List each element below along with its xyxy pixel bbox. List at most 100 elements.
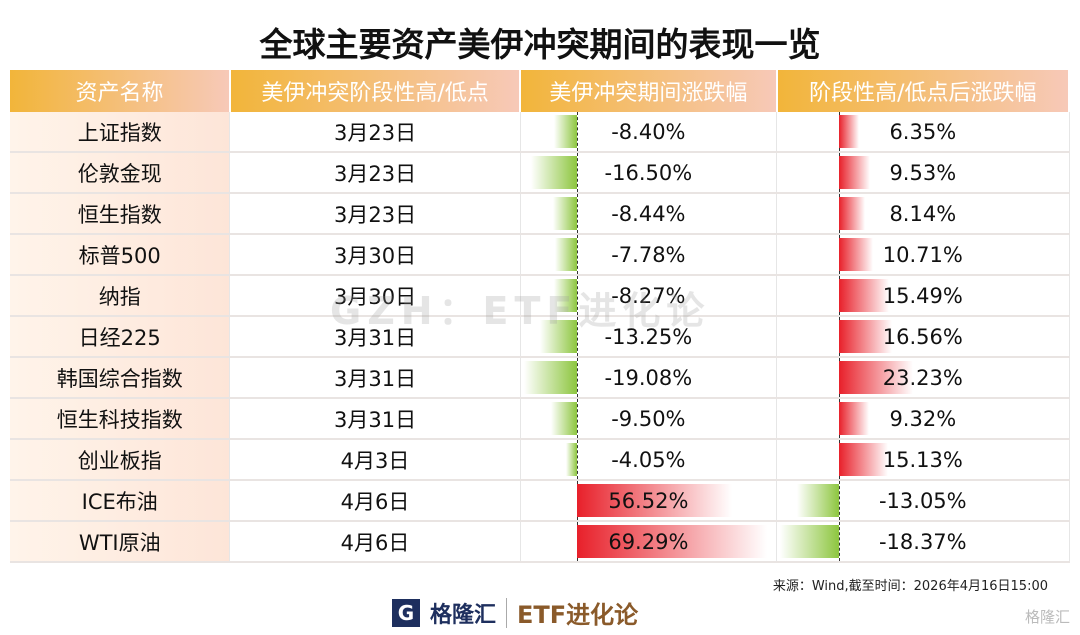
asset-name: 恒生科技指数 bbox=[10, 398, 231, 440]
zero-axis bbox=[576, 276, 578, 315]
positive-bar bbox=[839, 156, 870, 189]
column-header: 美伊冲突期间涨跌幅 bbox=[520, 70, 778, 112]
change-cell: 8.14% bbox=[776, 193, 1070, 235]
table-row: 韩国综合指数 3月31日 -19.08% 23.23% bbox=[10, 357, 1070, 399]
peak-date: 3月31日 bbox=[229, 357, 521, 399]
asset-name: 标普500 bbox=[10, 234, 231, 276]
change-cell: -16.50% bbox=[520, 152, 778, 194]
table-row: 恒生指数 3月23日 -8.44% 8.14% bbox=[10, 193, 1070, 235]
asset-name: 韩国综合指数 bbox=[10, 357, 231, 399]
change-cell: -18.37% bbox=[776, 521, 1070, 563]
zero-axis bbox=[576, 358, 578, 397]
change-cell: 15.13% bbox=[776, 439, 1070, 481]
change-cell: 6.35% bbox=[776, 112, 1070, 153]
change-value: 56.52% bbox=[608, 488, 689, 513]
table-row: ICE布油 4月6日 56.52% -13.05% bbox=[10, 480, 1070, 522]
change-cell: 9.32% bbox=[776, 398, 1070, 440]
zero-axis bbox=[576, 399, 578, 438]
positive-bar bbox=[576, 484, 733, 517]
table-row: WTI原油 4月6日 69.29% -18.37% bbox=[10, 521, 1070, 563]
change-value: -4.05% bbox=[611, 447, 686, 472]
change-value: 9.53% bbox=[889, 160, 957, 185]
change-value: 15.49% bbox=[882, 283, 963, 308]
asset-name: 上证指数 bbox=[10, 112, 231, 153]
peak-date: 4月6日 bbox=[229, 521, 521, 563]
change-cell: -13.05% bbox=[776, 480, 1070, 522]
column-header: 阶段性高/低点后涨跌幅 bbox=[776, 70, 1071, 112]
change-value: 23.23% bbox=[882, 365, 963, 390]
change-value: 15.13% bbox=[882, 447, 963, 472]
positive-bar bbox=[839, 443, 888, 476]
negative-bar bbox=[553, 279, 577, 312]
positive-bar bbox=[839, 361, 914, 394]
peak-date: 4月6日 bbox=[229, 480, 521, 522]
table-row: 恒生科技指数 3月31日 -9.50% 9.32% bbox=[10, 398, 1070, 440]
watermark: 格隆汇 bbox=[1024, 608, 1070, 626]
asset-name: ICE布油 bbox=[10, 480, 231, 522]
change-value: -8.27% bbox=[611, 283, 686, 308]
change-cell: -4.05% bbox=[520, 439, 778, 481]
column-header: 美伊冲突阶段性高/低点 bbox=[229, 70, 522, 112]
change-cell: 15.49% bbox=[776, 275, 1070, 317]
change-cell: -13.25% bbox=[520, 316, 778, 358]
logo-icon: G bbox=[392, 598, 420, 627]
change-cell: 56.52% bbox=[520, 480, 778, 522]
peak-date: 3月31日 bbox=[229, 316, 521, 358]
change-cell: 23.23% bbox=[776, 357, 1070, 399]
change-cell: 69.29% bbox=[520, 521, 778, 563]
negative-bar bbox=[540, 320, 577, 353]
center-watermark: GZH：ETF进化论 bbox=[330, 289, 711, 333]
negative-bar bbox=[531, 156, 577, 189]
change-value: -13.25% bbox=[604, 324, 693, 349]
change-value: -18.37% bbox=[878, 529, 967, 554]
change-cell: -7.78% bbox=[520, 234, 778, 276]
positive-bar bbox=[839, 115, 860, 148]
zero-axis bbox=[576, 153, 578, 192]
positive-bar bbox=[839, 279, 889, 312]
page-title: 全球主要资产美伊冲突期间的表现一览 bbox=[259, 25, 821, 64]
zero-axis bbox=[839, 522, 841, 561]
zero-axis bbox=[576, 112, 578, 151]
peak-date: 3月30日 bbox=[229, 234, 521, 276]
peak-date: 3月23日 bbox=[229, 193, 521, 235]
zero-axis bbox=[576, 317, 578, 356]
negative-bar bbox=[524, 361, 577, 394]
positive-bar bbox=[576, 525, 768, 558]
logo-divider bbox=[506, 597, 508, 628]
change-value: 6.35% bbox=[889, 119, 957, 144]
column-header: 资产名称 bbox=[10, 70, 231, 112]
source-note: 来源：Wind,截至时间：2026年4月16日15:00 bbox=[772, 579, 1048, 594]
change-cell: -8.40% bbox=[520, 112, 778, 153]
change-cell: -8.44% bbox=[520, 193, 778, 235]
negative-bar bbox=[555, 238, 577, 271]
table-row: 伦敦金现 3月23日 -16.50% 9.53% bbox=[10, 152, 1070, 194]
change-value: -7.78% bbox=[611, 242, 686, 267]
change-value: -16.50% bbox=[604, 160, 693, 185]
peak-date: 4月3日 bbox=[229, 439, 521, 481]
positive-bar bbox=[839, 402, 869, 435]
table-row: 上证指数 3月23日 -8.40% 6.35% bbox=[10, 112, 1070, 153]
asset-table: 资产名称 美伊冲突阶段性高/低点 美伊冲突期间涨跌幅 阶段性高/低点后涨跌幅 上证指数… bbox=[10, 70, 1071, 563]
change-value: 69.29% bbox=[608, 529, 689, 554]
negative-bar bbox=[565, 443, 577, 476]
change-cell: -9.50% bbox=[520, 398, 778, 440]
table-row: 日经225 3月31日 -13.25% 16.56% bbox=[10, 316, 1070, 358]
asset-name: 恒生指数 bbox=[10, 193, 231, 235]
change-value: 9.32% bbox=[889, 406, 957, 431]
change-cell: 9.53% bbox=[776, 152, 1070, 194]
logo-brand: ETF进化论 bbox=[517, 601, 639, 629]
change-value: -19.08% bbox=[604, 365, 693, 390]
change-cell: 10.71% bbox=[776, 234, 1070, 276]
positive-bar bbox=[839, 238, 874, 271]
zero-axis bbox=[839, 481, 841, 520]
asset-name: 创业板指 bbox=[10, 439, 231, 481]
change-value: 10.71% bbox=[882, 242, 963, 267]
table-row: 创业板指 4月3日 -4.05% 15.13% bbox=[10, 439, 1070, 481]
change-cell: -8.27% bbox=[520, 275, 778, 317]
asset-name: WTI原油 bbox=[10, 521, 231, 563]
zero-axis bbox=[576, 235, 578, 274]
peak-date: 3月23日 bbox=[229, 152, 521, 194]
asset-name: 伦敦金现 bbox=[10, 152, 231, 194]
negative-bar bbox=[553, 197, 577, 230]
change-cell: -19.08% bbox=[520, 357, 778, 399]
